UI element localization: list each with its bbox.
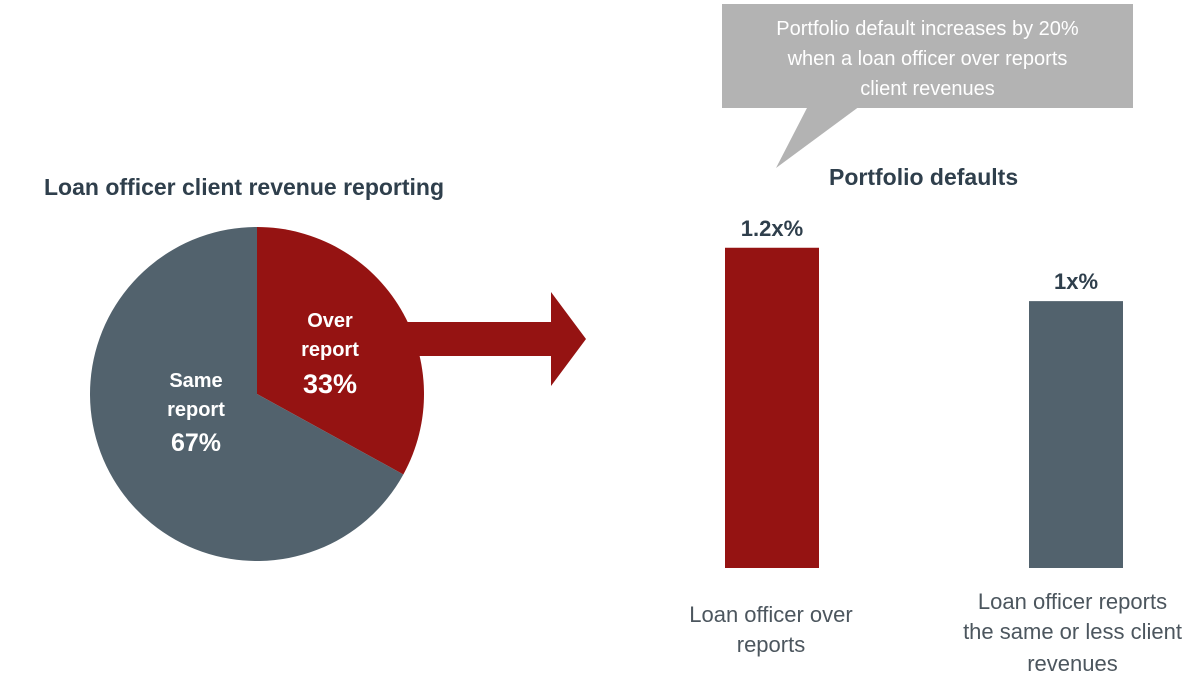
pie-chart: Over report 33% Same report 67%	[90, 227, 424, 561]
pie-chart-title: Loan officer client revenue reporting	[44, 174, 445, 200]
callout-annotation: Portfolio default increases by 20% when …	[722, 4, 1133, 108]
callout-pointer	[776, 106, 860, 168]
callout-line-2: when a loan officer over reports	[787, 48, 1068, 70]
bar-data-label: 1x%	[1054, 269, 1098, 294]
callout-line-3: client revenues	[860, 78, 995, 100]
bar-data-label: 1.2x%	[741, 216, 803, 241]
pie-slice-over-report	[257, 227, 424, 475]
pie-slice-same-report	[90, 227, 404, 561]
pie-slice-value: 33%	[303, 369, 357, 399]
category-label-over-line1: Loan officer over	[689, 602, 853, 627]
bar-chart-title: Portfolio defaults	[829, 164, 1019, 190]
category-label-same-line2: the same or less client	[963, 619, 1182, 644]
pie-slice-label: Same	[169, 370, 222, 392]
callout-line-1: Portfolio default increases by 20%	[776, 18, 1079, 40]
pie-slice-label: report	[167, 399, 225, 421]
category-label-same-line3: revenues	[1027, 651, 1118, 676]
arrow-right-icon	[405, 292, 586, 386]
bar-over-reports	[725, 247, 819, 568]
pie-slice-label: Over	[307, 310, 353, 332]
category-label-same-line1: Loan officer reports	[977, 589, 1168, 614]
pie-slice-value: 67%	[171, 429, 221, 457]
pie-slice-label: report	[301, 339, 359, 361]
bar-same-or-less	[1029, 301, 1123, 568]
bar-chart: 1.2x% 1x%	[725, 216, 1123, 568]
category-label-over-line2: reports	[736, 632, 806, 657]
